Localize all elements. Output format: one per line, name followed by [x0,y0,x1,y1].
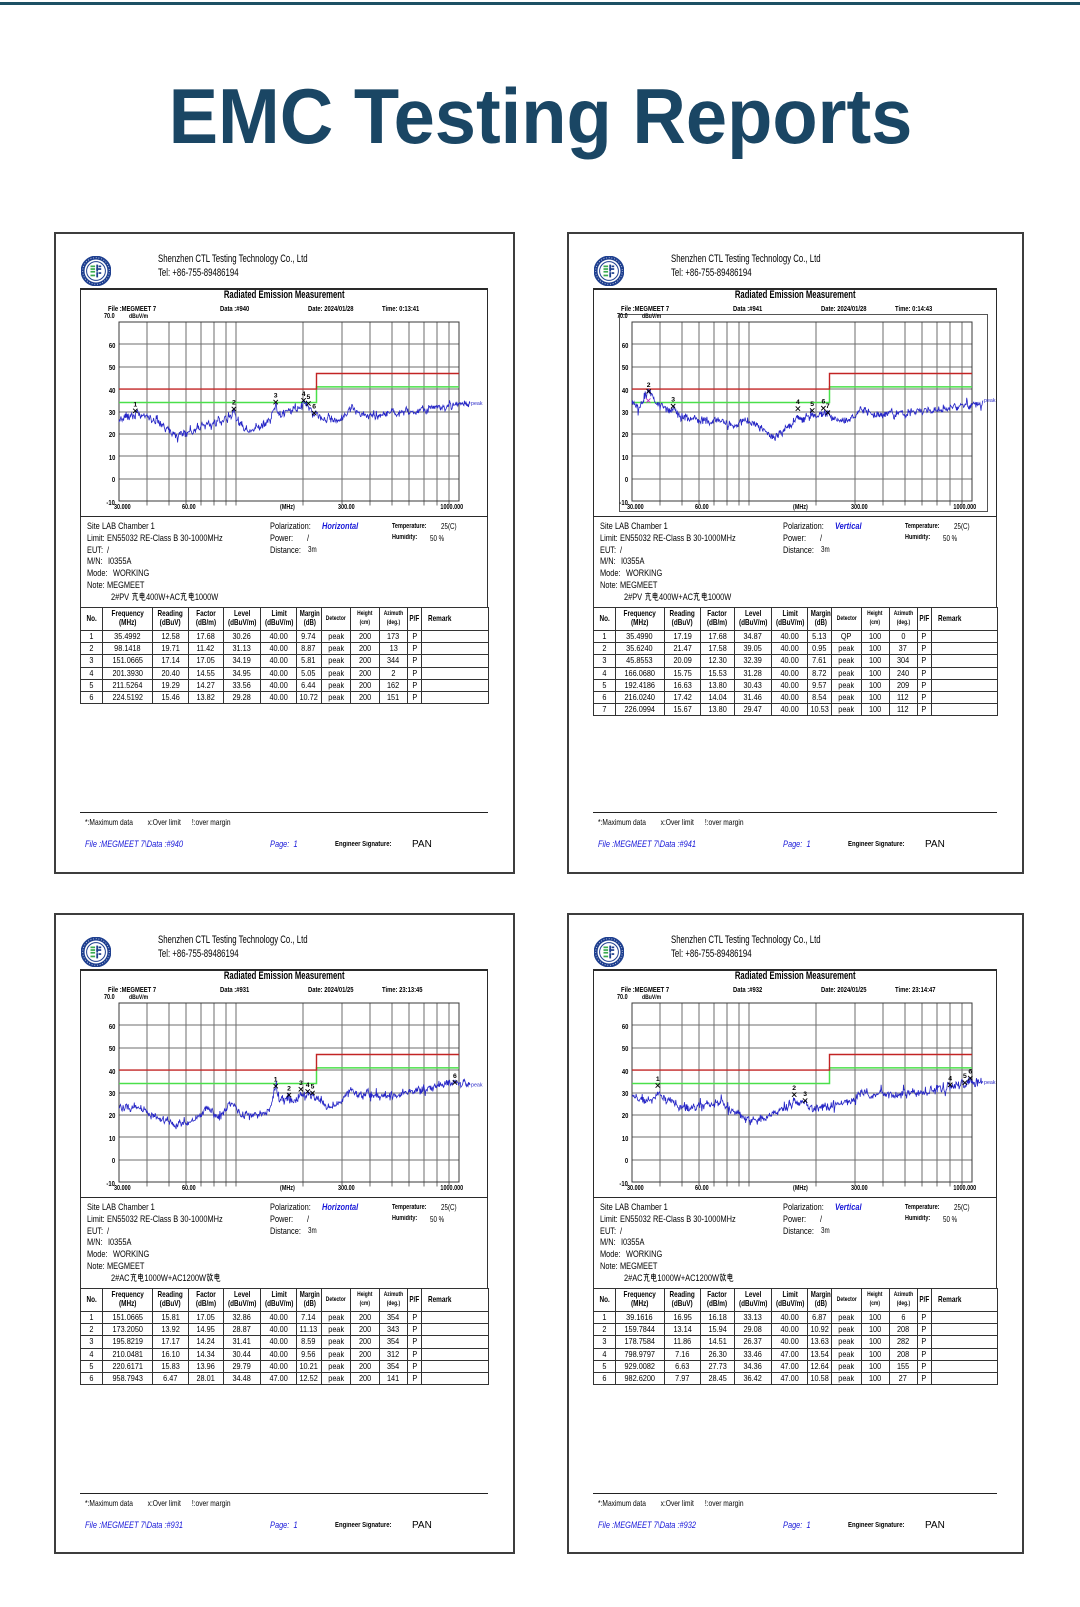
svg-text:1: 1 [133,401,137,408]
svg-text:2: 2 [792,1085,796,1092]
svg-text:1: 1 [274,1077,278,1084]
svg-text:4: 4 [796,399,800,406]
svg-text:6: 6 [453,1073,457,1080]
svg-text:7: 7 [826,403,830,410]
svg-text:1: 1 [656,1076,660,1083]
svg-text:6: 6 [822,399,826,406]
svg-text:peak: peak [984,398,996,404]
svg-text:5: 5 [311,1084,315,1091]
svg-text:4: 4 [948,1075,952,1082]
svg-text:2: 2 [232,400,236,407]
svg-text:peak: peak [471,401,483,407]
svg-text:3: 3 [299,1080,303,1087]
svg-text:4: 4 [306,1082,310,1089]
svg-text:6: 6 [968,1069,972,1076]
svg-text:peak: peak [471,1083,483,1089]
svg-text:2: 2 [287,1086,291,1093]
svg-text:2: 2 [647,382,651,389]
svg-text:3: 3 [274,393,278,400]
svg-text:3: 3 [803,1091,807,1098]
svg-text:5: 5 [963,1073,967,1080]
svg-text:4: 4 [302,391,306,398]
svg-text:6: 6 [312,404,316,411]
svg-text:3: 3 [671,397,675,404]
svg-text:5: 5 [307,394,311,401]
svg-text:5: 5 [810,401,814,408]
svg-text:peak: peak [984,1080,996,1086]
